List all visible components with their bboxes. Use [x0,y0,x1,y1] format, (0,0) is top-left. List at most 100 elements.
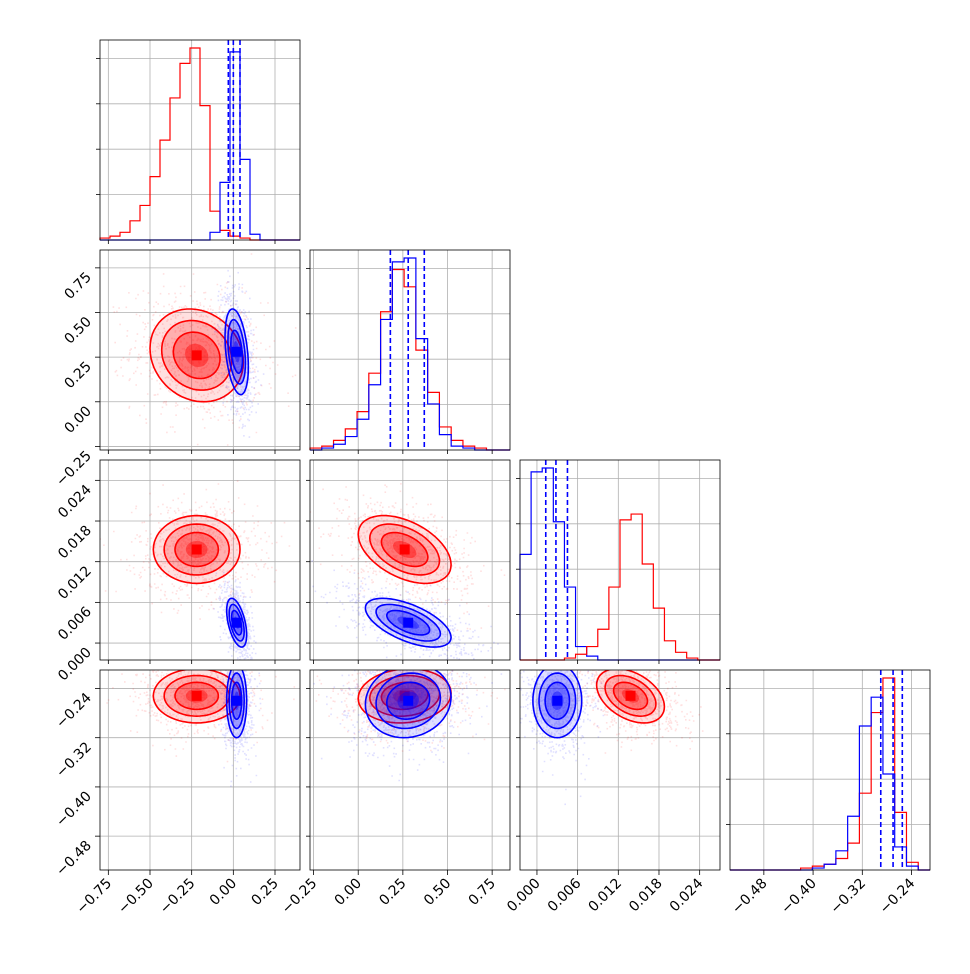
peak-red [625,690,636,701]
contour-blue [532,670,583,739]
y-tick-label-1-1: 0.00 [61,403,94,436]
x-tick-label-3-0: −0.48 [729,876,771,918]
panel-body [100,480,291,660]
histogram-red [309,268,510,451]
peak-red [191,690,202,701]
contour-blue [230,609,243,636]
x-tick-label-2-4: 0.024 [667,875,707,915]
contour-red [152,670,241,724]
panel-background [310,250,510,450]
y-tick-label-2-0: 0.000 [55,645,95,685]
peak-red [191,544,202,555]
panel-3-0 [99,669,301,871]
contour-blue [225,597,248,648]
panel-3-1 [309,669,511,871]
contour-red [357,670,452,724]
contour-blue [375,672,442,730]
x-tick-label-3-2: −0.32 [827,876,869,918]
contour-red [368,674,441,718]
y-tick-label-3-3: −0.24 [53,690,95,732]
scatter-blue [313,670,503,782]
contour-red [163,674,231,718]
x-tick-label-0-2: −0.25 [157,876,199,918]
x-tick-label-2-3: 0.018 [626,876,666,916]
panel-2-0 [99,459,301,661]
y-tick-label-3-0: −0.48 [53,838,95,880]
panel-1-0 [99,249,301,451]
contour-red [160,319,233,391]
panel-body [106,670,296,787]
contour-red [163,523,231,576]
panel-border [309,669,511,871]
y-tick-label-2-3: 0.018 [55,523,95,563]
scatter-red [315,670,506,752]
panel-background [100,250,300,450]
y-tick-label-1-0: −0.25 [53,448,95,490]
peak-blue [403,695,414,706]
y-tick-label-3-1: −0.40 [53,788,95,830]
panel-background [730,670,930,870]
contour-red [380,531,429,568]
contour-red [595,670,666,724]
panel-0-0 [96,39,301,241]
x-tick-label-0-3: 0.00 [207,876,240,909]
panel-border [99,669,301,871]
panel-2-2 [516,459,721,661]
contour-red [174,531,220,568]
contour-blue [385,609,431,636]
y-tick-label-1-2: 0.25 [61,359,94,392]
scatter-red [310,483,506,631]
panel-border [99,249,301,451]
y-tick-label-1-4: 0.75 [61,269,94,302]
x-tick-label-2-0: 0.000 [504,876,544,916]
x-tick-label-2-2: 0.012 [585,876,625,916]
scatter-blue [311,560,499,660]
contour-red [612,681,649,711]
peak-red [399,544,410,555]
x-tick-label-0-4: 0.25 [248,876,281,909]
contour-blue [544,681,571,721]
contour-blue [385,681,431,721]
panel-border [99,459,301,661]
contour-red [174,681,220,711]
contour-blue [227,318,247,385]
contour-blue [228,672,246,730]
contour-red [604,674,657,718]
panel-body [112,253,297,446]
histogram-blue [310,257,510,451]
y-tick-label-2-1: 0.006 [55,604,95,644]
panel-body [313,670,506,782]
contour-red [149,308,245,403]
contour-red [357,514,452,585]
contour-red [172,331,221,380]
x-tick-label-1-3: 0.50 [421,876,454,909]
x-tick-label-1-0: −0.25 [279,876,321,918]
x-tick-label-1-1: 0.00 [332,876,365,909]
panel-border [99,39,301,241]
panel-3-3 [726,669,931,871]
contour-blue [224,308,250,396]
histogram-red [520,513,720,661]
panel-2-1 [309,459,511,661]
panel-border [519,669,721,871]
contour-blue [364,670,452,739]
panel-border [309,459,511,661]
y-tick-label-2-2: 0.012 [55,563,95,603]
histogram-red [99,47,300,241]
contour-red [368,523,441,576]
y-tick-label-1-3: 0.50 [61,314,94,347]
scatter-red [556,670,704,754]
panel-body [520,670,704,806]
scatter-blue [213,670,262,787]
scatter-blue [520,670,608,806]
panel-background [100,670,300,870]
contour-blue [229,329,244,374]
x-tick-label-0-1: −0.50 [115,876,157,918]
peak-blue [231,695,242,706]
x-tick-label-2-1: 0.006 [545,875,585,915]
x-tick-label-3-3: −0.24 [877,875,919,917]
panel-border [519,459,721,661]
y-tick-label-3-2: −0.32 [53,739,95,781]
